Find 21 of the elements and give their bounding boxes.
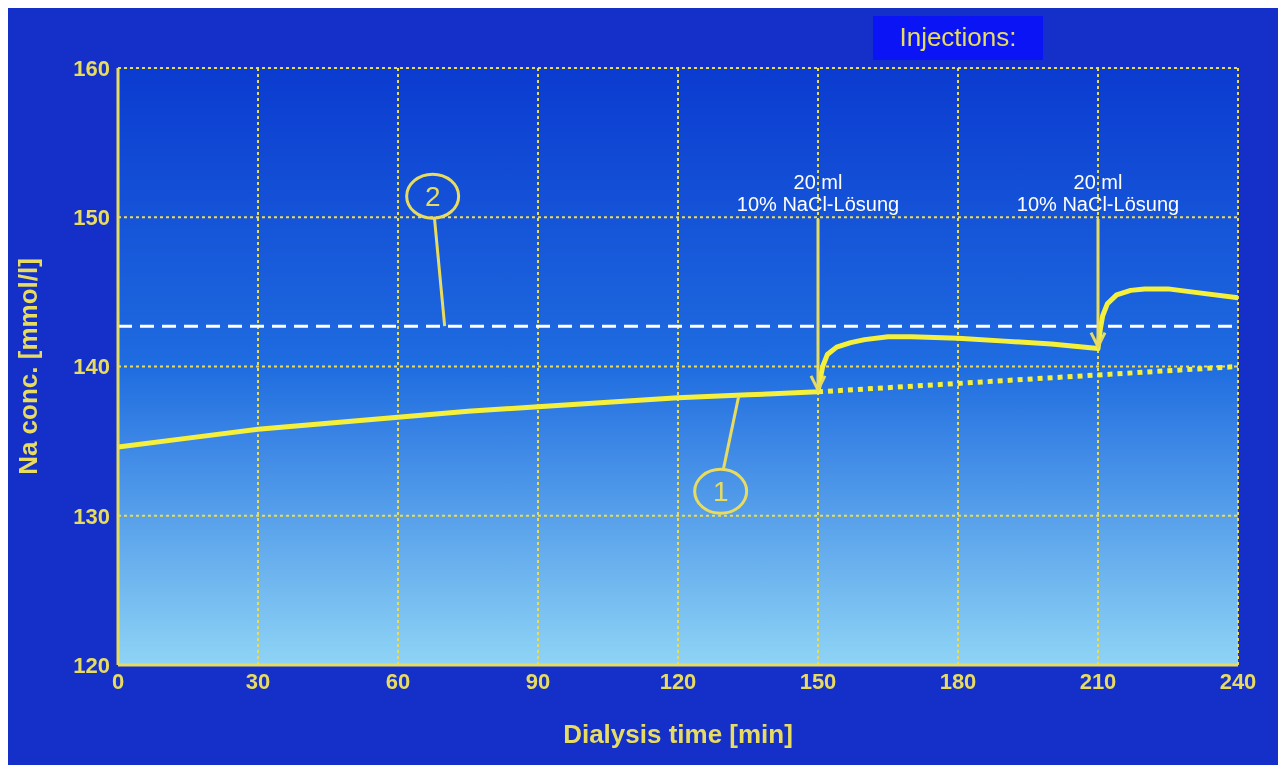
annotation: 20 ml 10% NaCl-Lösung xyxy=(1016,170,1180,215)
x-tick-label: 150 xyxy=(799,668,837,694)
x-tick-label: 120 xyxy=(659,668,697,694)
annotation: 2 xyxy=(424,181,441,213)
y-tick-label: 120 xyxy=(73,652,110,678)
y-tick-label: 160 xyxy=(73,55,110,81)
x-tick-label: 60 xyxy=(385,668,411,694)
y-tick-label: 140 xyxy=(73,354,110,380)
y-axis-title: Na conc. [mmol/l] xyxy=(13,258,44,475)
x-tick-label: 210 xyxy=(1079,668,1117,694)
x-axis-title: Dialysis time [min] xyxy=(563,719,793,749)
x-tick-label: 0 xyxy=(111,668,125,694)
x-tick-label: 30 xyxy=(245,668,271,694)
annotation: 1 xyxy=(712,476,729,508)
x-tick-label: 90 xyxy=(525,668,551,694)
y-tick-label: 150 xyxy=(73,205,110,231)
x-tick-label: 240 xyxy=(1219,668,1257,694)
annotation: 20 ml 10% NaCl-Lösung xyxy=(736,170,900,215)
y-tick-label: 130 xyxy=(73,503,110,529)
text: Injections: xyxy=(899,22,1017,52)
x-tick-label: 180 xyxy=(939,668,977,694)
